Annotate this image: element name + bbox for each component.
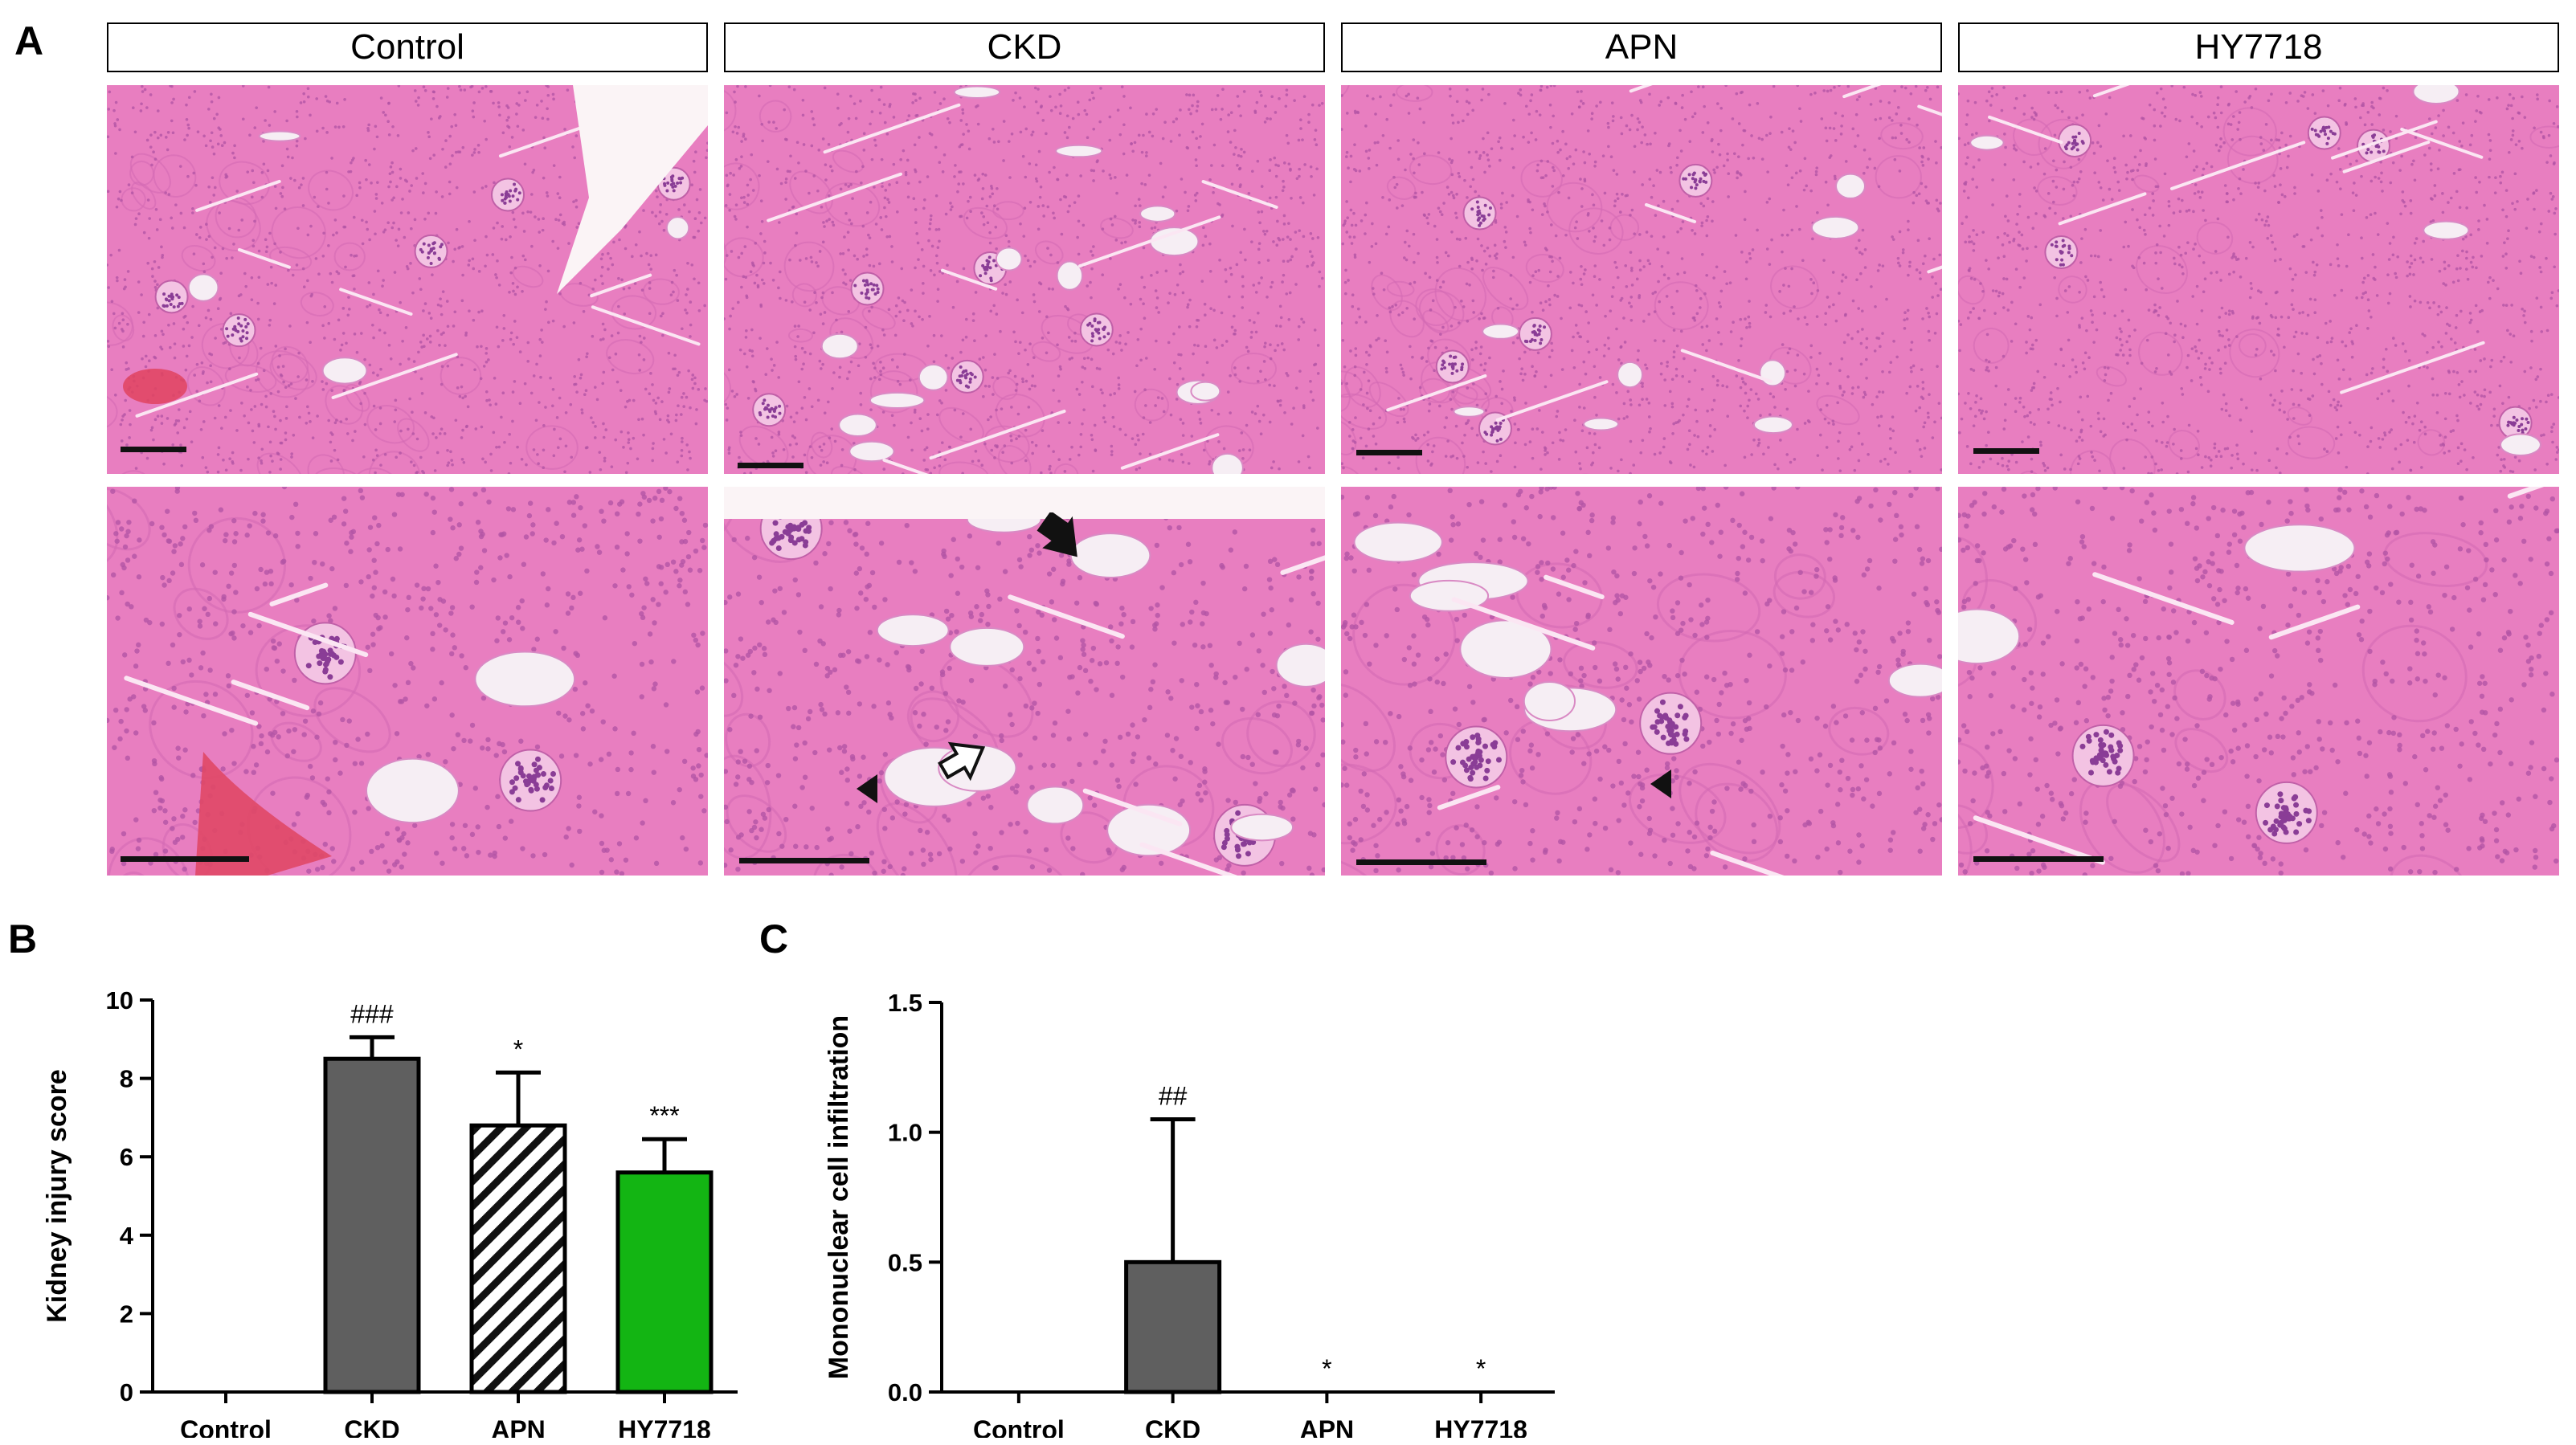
y-axis-label: Kidney injury score <box>42 1069 72 1323</box>
panel-label-c: C <box>759 916 789 961</box>
y-tick-label: 10 <box>106 986 133 1014</box>
chart-kidney-injury-score: 0 2 4 6 8 10 Kidney injury score Control CKD ### A… <box>0 924 747 1444</box>
micrograph-control-high <box>107 487 708 876</box>
x-tick-label: CKD <box>344 1415 399 1438</box>
y-tick-label: 4 <box>120 1222 134 1250</box>
white-arrow-icon <box>938 741 986 782</box>
scale-bar <box>121 447 186 452</box>
significance-label: ## <box>1159 1082 1188 1111</box>
x-tick-label: HY7718 <box>1434 1415 1527 1438</box>
significance-label: ### <box>350 999 394 1028</box>
scale-bar <box>739 858 869 863</box>
scale-bar <box>1356 859 1486 865</box>
bar <box>469 1123 567 1394</box>
micrograph-ckd-high <box>724 487 1325 876</box>
scale-bar <box>1356 450 1422 455</box>
bar <box>323 1056 421 1394</box>
chart-mononuclear-cell-infiltration: 0.0 0.5 1.0 1.5 Mononuclear cell infiltratio… <box>751 924 1558 1444</box>
group-header-ckd: CKD <box>724 22 1325 72</box>
micrograph-apn-high <box>1341 487 1942 876</box>
scale-bar <box>121 856 249 862</box>
y-tick-label: 1.5 <box>888 989 922 1017</box>
x-tick-label: CKD <box>1145 1415 1200 1438</box>
micrograph-hy7718-high <box>1958 487 2559 876</box>
group-header-apn: APN <box>1341 22 1942 72</box>
arrowhead-icon <box>1650 769 1671 798</box>
micrograph-hy7718-low <box>1958 85 2559 474</box>
micrograph-control-low <box>107 85 708 474</box>
scale-bar <box>738 463 803 468</box>
x-tick-label: HY7718 <box>618 1415 711 1438</box>
y-tick-label: 1.0 <box>888 1119 922 1147</box>
bar <box>1124 1259 1222 1394</box>
y-tick-label: 0.5 <box>888 1248 922 1276</box>
scale-bar <box>1973 856 2104 862</box>
panel-label-a: A <box>14 18 44 63</box>
group-header-control: Control <box>107 22 708 72</box>
y-tick-label: 0 <box>120 1378 133 1406</box>
y-tick-label: 6 <box>120 1143 133 1171</box>
micrograph-apn-low <box>1341 85 1942 474</box>
x-tick-label: APN <box>491 1415 546 1438</box>
panel-label-b: B <box>8 916 38 961</box>
significance-label: * <box>513 1035 523 1063</box>
arrowhead-icon <box>857 774 877 803</box>
x-tick-label: Control <box>973 1415 1065 1438</box>
y-tick-label: 8 <box>120 1065 133 1093</box>
y-tick-label: 0.0 <box>888 1378 922 1406</box>
group-header-hy7718: HY7718 <box>1958 22 2559 72</box>
significance-label: * <box>1476 1354 1486 1383</box>
y-tick-label: 2 <box>120 1300 133 1328</box>
x-tick-label: Control <box>180 1415 272 1438</box>
scale-bar <box>1973 448 2039 454</box>
significance-label: * <box>1322 1354 1331 1383</box>
bar <box>615 1170 714 1394</box>
x-tick-label: APN <box>1300 1415 1355 1438</box>
y-axis-label: Mononuclear cell infiltration <box>824 1015 854 1379</box>
black-arrow-icon <box>1037 512 1077 557</box>
significance-label: *** <box>649 1101 679 1130</box>
micrograph-ckd-low <box>724 85 1325 474</box>
